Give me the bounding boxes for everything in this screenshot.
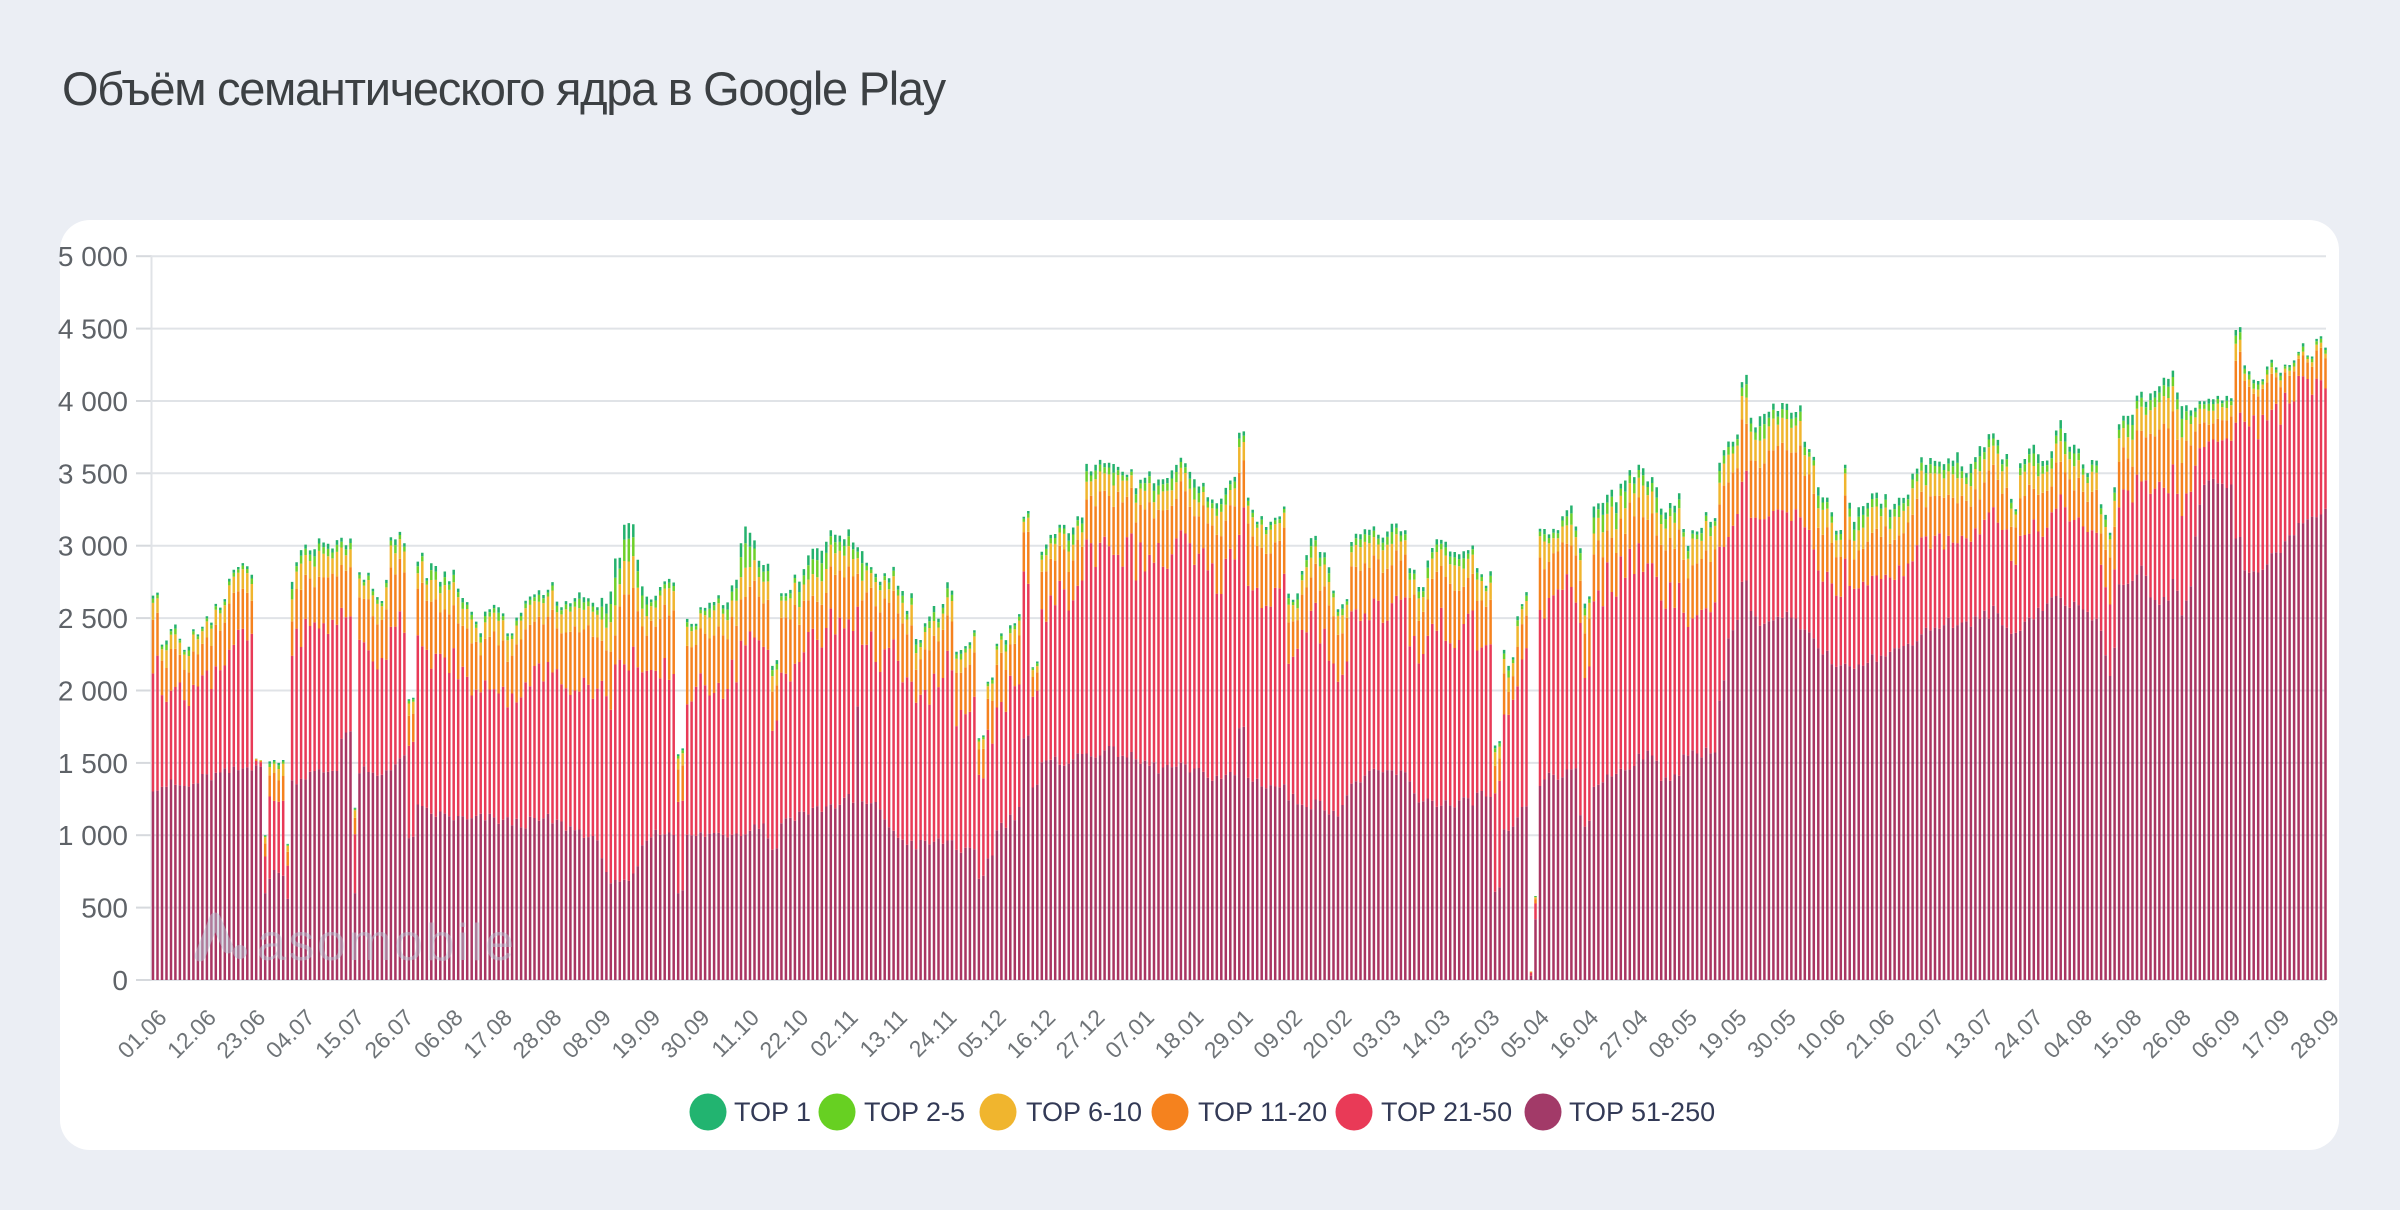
svg-text:TOP 6-10: TOP 6-10: [1026, 1097, 1142, 1127]
svg-text:500: 500: [81, 893, 128, 924]
svg-text:3 000: 3 000: [58, 531, 128, 562]
svg-text:TOP 11-20: TOP 11-20: [1198, 1097, 1327, 1127]
svg-text:TOP 1: TOP 1: [734, 1097, 811, 1127]
svg-text:3 500: 3 500: [58, 458, 128, 489]
svg-text:asomobile: asomobile: [257, 914, 517, 972]
svg-text:5 000: 5 000: [58, 241, 128, 272]
svg-text:4 500: 4 500: [58, 314, 128, 345]
svg-text:0: 0: [112, 965, 128, 996]
svg-text:1 500: 1 500: [58, 748, 128, 779]
svg-text:TOP 51-250: TOP 51-250: [1569, 1097, 1715, 1127]
svg-text:TOP 2-5: TOP 2-5: [864, 1097, 965, 1127]
svg-text:4 000: 4 000: [58, 386, 128, 417]
svg-text:1 000: 1 000: [58, 820, 128, 851]
svg-text:Объём семантического ядра в Go: Объём семантического ядра в Google Play: [62, 62, 947, 115]
svg-text:2 000: 2 000: [58, 676, 128, 707]
svg-text:TOP 21-50: TOP 21-50: [1381, 1097, 1512, 1127]
svg-text:2 500: 2 500: [58, 603, 128, 634]
